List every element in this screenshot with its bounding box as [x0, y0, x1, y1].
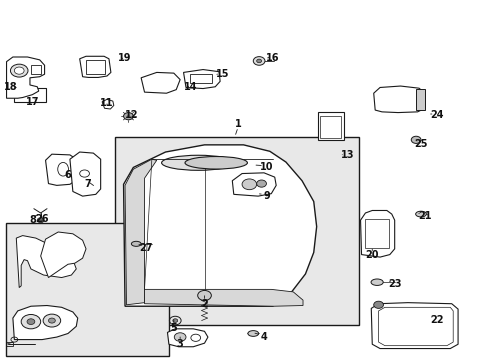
Ellipse shape [370, 279, 383, 285]
Text: 2: 2 [201, 299, 207, 309]
Text: 8: 8 [29, 215, 36, 225]
Bar [115, 137, 358, 325]
Text: 22: 22 [429, 315, 443, 325]
Text: 18: 18 [3, 82, 17, 92]
Text: 7: 7 [84, 179, 91, 189]
Text: 23: 23 [387, 279, 401, 289]
Polygon shape [45, 154, 76, 185]
Ellipse shape [415, 211, 426, 217]
Text: 6: 6 [64, 170, 71, 180]
Polygon shape [16, 235, 76, 288]
Text: 14: 14 [184, 82, 197, 92]
Circle shape [14, 67, 24, 74]
Circle shape [197, 291, 211, 301]
Circle shape [373, 301, 383, 309]
Polygon shape [80, 56, 111, 77]
Polygon shape [144, 289, 303, 306]
Bar [14, 88, 46, 102]
Text: 9: 9 [263, 191, 269, 201]
Circle shape [10, 64, 28, 77]
Text: 19: 19 [118, 53, 131, 63]
Circle shape [123, 113, 133, 120]
Text: 16: 16 [265, 53, 279, 63]
Text: 27: 27 [139, 243, 152, 253]
Polygon shape [125, 159, 157, 305]
Text: 1: 1 [234, 120, 241, 129]
Polygon shape [13, 306, 78, 339]
Polygon shape [373, 86, 424, 113]
Circle shape [27, 319, 35, 324]
Circle shape [410, 136, 420, 143]
Ellipse shape [161, 155, 234, 170]
Ellipse shape [131, 241, 141, 246]
Text: 13: 13 [341, 150, 354, 160]
Bar [317, 112, 344, 140]
Polygon shape [141, 72, 180, 93]
Polygon shape [70, 152, 101, 196]
Polygon shape [41, 232, 86, 278]
Circle shape [21, 315, 41, 329]
Bar [189, 74, 211, 83]
Polygon shape [167, 329, 207, 347]
Polygon shape [183, 69, 220, 89]
Text: 26: 26 [35, 215, 49, 224]
Polygon shape [123, 145, 316, 306]
Circle shape [43, 314, 61, 327]
Text: 12: 12 [124, 111, 138, 121]
Bar [365, 220, 388, 248]
Circle shape [256, 59, 261, 63]
Text: 11: 11 [100, 98, 114, 108]
Bar [5, 223, 168, 356]
Text: 5: 5 [170, 323, 177, 333]
Bar [31, 65, 41, 74]
Circle shape [253, 57, 264, 65]
Bar [86, 60, 104, 74]
Polygon shape [6, 57, 44, 98]
Circle shape [256, 180, 266, 187]
Text: 20: 20 [365, 250, 378, 260]
Circle shape [242, 179, 256, 190]
Text: 25: 25 [413, 139, 427, 149]
Circle shape [37, 218, 44, 223]
Ellipse shape [184, 157, 247, 169]
Text: 24: 24 [429, 111, 443, 121]
Text: 10: 10 [259, 162, 273, 172]
Text: 15: 15 [215, 69, 229, 79]
Ellipse shape [247, 330, 258, 336]
Polygon shape [232, 173, 276, 196]
Text: 4: 4 [260, 332, 267, 342]
Circle shape [48, 318, 55, 323]
Circle shape [172, 319, 177, 322]
Circle shape [174, 333, 185, 341]
Text: 3: 3 [176, 339, 183, 349]
Text: 21: 21 [417, 211, 431, 221]
Polygon shape [360, 211, 394, 257]
Bar [415, 89, 424, 110]
Bar [5, 342, 13, 346]
Text: 17: 17 [25, 97, 39, 107]
Polygon shape [370, 303, 457, 348]
Bar [320, 116, 340, 138]
